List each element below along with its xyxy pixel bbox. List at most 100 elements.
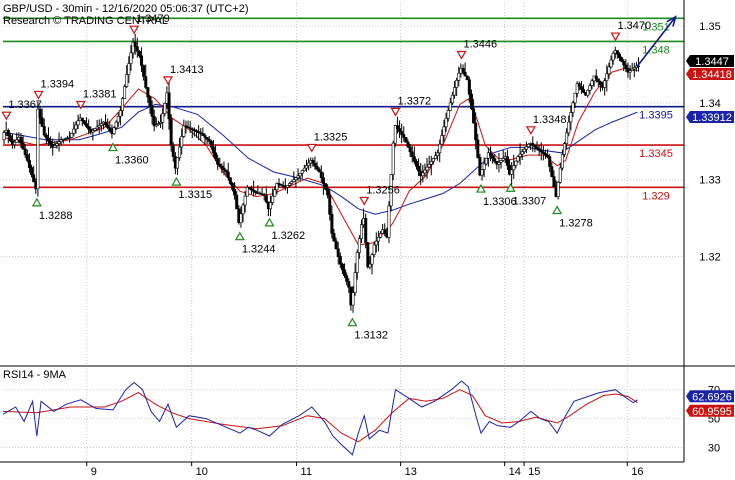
candle-body: [563, 143, 567, 155]
candle-body: [425, 166, 429, 171]
candle-body: [116, 115, 120, 123]
candle-body: [516, 156, 520, 162]
candle-body: [408, 146, 412, 153]
candle-body: [393, 125, 397, 144]
forecast-arrow-shaft: [636, 16, 677, 67]
candle-body: [512, 165, 516, 171]
candle-body: [586, 90, 590, 96]
candle-body: [82, 120, 86, 124]
pivot-low-label: 1.3244: [242, 244, 276, 256]
candle-body: [607, 66, 611, 75]
pivot-high-marker: [456, 50, 467, 60]
chart-source: Research © TRADING CENTRAL: [3, 15, 168, 27]
candle-body: [247, 187, 251, 189]
pivot-high-label: 1.3394: [41, 78, 75, 90]
candle-body: [2, 132, 6, 141]
rsi-series: [2, 380, 638, 456]
candle-body: [531, 143, 535, 146]
candle-body: [281, 185, 285, 187]
candle-body: [68, 137, 72, 139]
candle-body: [220, 165, 224, 169]
candle-body: [484, 158, 488, 165]
candle-body: [326, 188, 330, 196]
candle-body: [343, 269, 347, 276]
pivot-low-marker: [234, 231, 245, 241]
candle-body: [70, 132, 74, 138]
candle-body: [328, 194, 332, 215]
candle-body: [222, 167, 226, 171]
candle-body: [59, 139, 63, 142]
pivot-high-marker: [610, 32, 621, 42]
candle-body: [108, 127, 112, 131]
candle-body: [338, 256, 342, 265]
candle-body: [488, 152, 492, 156]
candle-body: [207, 139, 211, 142]
candle-body: [159, 121, 163, 124]
rsi-badge-rsi-shape: [686, 390, 734, 403]
candle-body: [467, 79, 471, 95]
candle-body: [175, 157, 179, 169]
time-tick-label: 15: [528, 466, 540, 478]
pivot-high-label: 1.3470: [617, 20, 651, 32]
rsi-panel-title: RSI14 - 9MA: [3, 369, 67, 381]
forecast-arrow: [636, 15, 677, 67]
candle-body: [307, 162, 311, 166]
candle-body: [579, 86, 583, 90]
candle-body: [461, 67, 465, 73]
candle-body: [216, 158, 220, 165]
candle-body: [345, 275, 349, 282]
candle-body: [150, 106, 154, 117]
candle-body: [444, 117, 448, 128]
candle-body: [32, 174, 36, 183]
pivot-low-marker: [107, 142, 119, 152]
candle-body: [402, 134, 406, 138]
candle-body: [271, 195, 275, 203]
candle-body: [353, 272, 357, 293]
level-label-resistance: 1.351: [642, 21, 670, 33]
rsi-badge-rsi_ma-label: 60.9595: [692, 406, 732, 418]
candle-body: [438, 143, 442, 154]
candle-body: [334, 240, 338, 250]
pivot-high-label: 1.3367: [8, 99, 42, 111]
price-badge-ma_slow-label: 1.33912: [692, 112, 732, 124]
candle-body: [190, 128, 194, 131]
level-label-support: 1.329: [642, 190, 670, 202]
candle-body: [450, 94, 454, 104]
candle-body: [46, 137, 50, 142]
candle-body: [317, 168, 321, 173]
candle-body: [505, 156, 509, 166]
candle-body: [442, 126, 446, 136]
candle-body: [571, 102, 575, 113]
rsi-tick-label: 30: [708, 443, 720, 455]
candle-body: [453, 87, 457, 96]
candle-body: [383, 229, 387, 234]
candle-body: [95, 126, 99, 130]
price-panel-gridlines: [3, 3, 684, 364]
candle-body: [476, 139, 480, 158]
candle-body: [527, 143, 531, 148]
pivot-high-label: 1.3348: [533, 114, 567, 126]
candle-body: [49, 140, 53, 145]
price-badge-ma_fast-shape: [686, 68, 734, 80]
candle-body: [624, 64, 628, 69]
candle-body: [364, 218, 368, 243]
candle-body: [351, 292, 355, 306]
candle-body: [294, 177, 298, 180]
candle-body: [275, 183, 279, 191]
candle-body: [205, 137, 209, 140]
candle-body: [537, 148, 541, 151]
candle-body: [347, 281, 351, 288]
candle-body: [133, 41, 137, 48]
candle-body: [324, 183, 328, 190]
candle-body: [336, 248, 340, 257]
candle-body: [546, 154, 550, 157]
candle-body: [74, 124, 78, 130]
candle-body: [241, 204, 245, 215]
candle-body: [429, 161, 433, 165]
candle-body: [440, 135, 444, 145]
candle-body: [539, 150, 543, 153]
candle-body: [127, 63, 131, 75]
candle-body: [603, 80, 607, 88]
candle-body: [8, 135, 12, 142]
